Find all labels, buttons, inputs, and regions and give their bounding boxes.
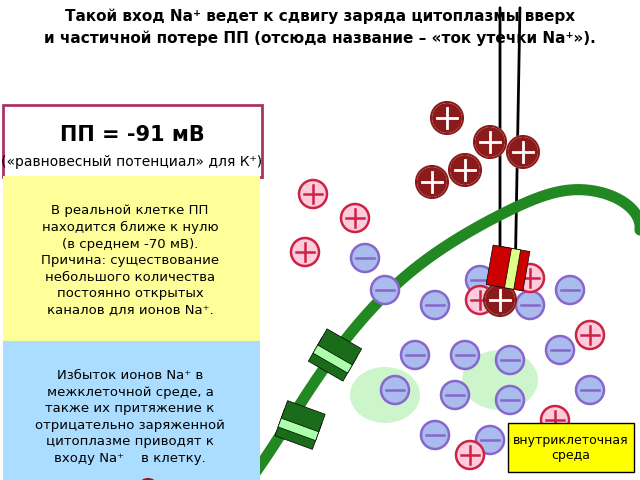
Text: («равновесный потенциал» для К⁺): («равновесный потенциал» для К⁺) [1, 155, 262, 169]
Circle shape [371, 276, 399, 304]
Circle shape [466, 266, 494, 294]
Circle shape [466, 286, 494, 314]
Text: В реальной клетке ПП
находится ближе к нулю
(в среднем -70 мВ).
Причина: существ: В реальной клетке ПП находится ближе к н… [41, 204, 219, 316]
Circle shape [351, 244, 379, 272]
Text: внутриклеточная
среда: внутриклеточная среда [513, 434, 629, 462]
Text: Избыток ионов Na⁺ в
межклеточной среде, а
также их притяжение к
отрицательно зар: Избыток ионов Na⁺ в межклеточной среде, … [35, 369, 225, 465]
Circle shape [507, 136, 539, 168]
Polygon shape [317, 329, 362, 365]
Polygon shape [275, 418, 319, 449]
Circle shape [431, 102, 463, 134]
Ellipse shape [350, 367, 420, 423]
FancyBboxPatch shape [3, 176, 260, 345]
Circle shape [456, 441, 484, 469]
Circle shape [541, 406, 569, 434]
Circle shape [526, 431, 554, 459]
Circle shape [416, 166, 448, 198]
Circle shape [576, 321, 604, 349]
Polygon shape [486, 245, 511, 288]
Circle shape [484, 284, 516, 316]
Text: и частичной потере ПП (отсюда название – «ток утечки Na⁺»).: и частичной потере ПП (отсюда название –… [44, 30, 596, 46]
Circle shape [451, 341, 479, 369]
Circle shape [516, 264, 544, 292]
Circle shape [421, 421, 449, 449]
Circle shape [421, 291, 449, 319]
Circle shape [299, 180, 327, 208]
Circle shape [576, 441, 604, 469]
Polygon shape [313, 337, 357, 373]
Circle shape [138, 479, 158, 480]
FancyBboxPatch shape [508, 423, 634, 472]
Text: ПП = -91 мВ: ПП = -91 мВ [60, 125, 204, 145]
Circle shape [449, 154, 481, 186]
Circle shape [341, 204, 369, 232]
Ellipse shape [462, 350, 538, 410]
Circle shape [474, 126, 506, 158]
Polygon shape [281, 401, 325, 432]
Circle shape [556, 276, 584, 304]
Circle shape [381, 376, 409, 404]
FancyBboxPatch shape [3, 105, 262, 177]
Circle shape [441, 381, 469, 409]
Circle shape [576, 376, 604, 404]
Polygon shape [308, 345, 353, 381]
Polygon shape [504, 248, 530, 291]
Circle shape [516, 291, 544, 319]
Circle shape [496, 346, 524, 374]
FancyBboxPatch shape [3, 341, 260, 480]
Polygon shape [495, 247, 521, 289]
Circle shape [476, 426, 504, 454]
Circle shape [291, 238, 319, 266]
Circle shape [496, 386, 524, 414]
Polygon shape [278, 409, 322, 441]
Text: Такой вход Na⁺ ведет к сдвигу заряда цитоплазмы вверх: Такой вход Na⁺ ведет к сдвигу заряда цит… [65, 8, 575, 24]
Circle shape [546, 336, 574, 364]
Circle shape [401, 341, 429, 369]
